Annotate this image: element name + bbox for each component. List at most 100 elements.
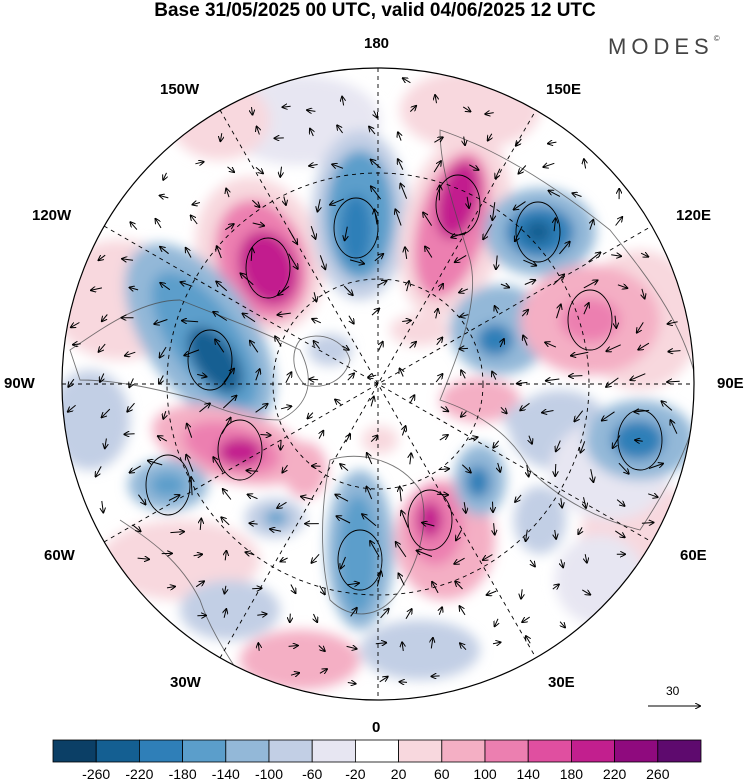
wind-arrow [312, 319, 322, 323]
wind-arrow [569, 376, 583, 377]
wind-arrow [401, 511, 409, 528]
wind-arrow [290, 673, 299, 675]
wind-arrow [492, 372, 496, 380]
wind-arrow [572, 193, 582, 196]
wind-arrow [319, 585, 325, 595]
wind-arrow [160, 346, 167, 357]
wind-arrow [615, 530, 624, 537]
wind-arrow [257, 614, 266, 615]
colorbar-swatch [657, 739, 702, 763]
wind-arrow [549, 191, 561, 197]
wind-arrow [559, 242, 569, 255]
wind-arrow [460, 315, 469, 317]
wind-arrow [554, 218, 556, 232]
wind-arrow [407, 281, 409, 292]
lon-label-90e: 90E [717, 375, 744, 392]
wind-arrow [343, 285, 353, 295]
wind-arrow [395, 209, 402, 226]
wind-arrow [342, 97, 344, 106]
wind-arrow [456, 529, 463, 541]
wind-arrow [438, 469, 449, 470]
wind-arrow [281, 439, 282, 450]
wind-arrow [222, 396, 236, 409]
wind-arrow [410, 395, 415, 404]
wind-arrow [255, 167, 263, 173]
wind-arrow [379, 342, 383, 351]
wind-arrow [461, 370, 465, 379]
colorbar-swatch [268, 739, 313, 763]
wind-arrow [617, 285, 627, 288]
wind-arrow [521, 589, 522, 598]
wind-arrow [307, 110, 316, 111]
wind-arrow [332, 164, 344, 168]
wind-arrow [251, 248, 252, 261]
wind-arrow [160, 247, 169, 255]
wind-arrow [583, 303, 589, 315]
colorbar-tick-label: -20 [345, 766, 366, 782]
wind-arrow [520, 402, 530, 410]
wind-arrow [285, 372, 292, 384]
wind-arrow [301, 497, 314, 500]
wind-arrow [668, 322, 678, 324]
wind-arrow [223, 489, 232, 500]
wind-arrow [181, 282, 193, 287]
wind-arrow [309, 165, 318, 166]
wind-arrow [102, 408, 111, 417]
wind-arrow [642, 288, 645, 299]
wind-arrow [191, 216, 198, 225]
wind-arrow [284, 196, 286, 205]
lon-label-150e: 150E [546, 81, 582, 98]
wind-arrow [516, 138, 522, 146]
wind-arrow [530, 559, 535, 566]
wind-arrow [220, 133, 221, 141]
wind-arrow [280, 406, 291, 409]
wind-arrow [275, 336, 282, 347]
wind-arrow [546, 379, 560, 381]
wind-arrow [640, 253, 648, 257]
wind-arrow [526, 529, 528, 541]
wind-arrow [460, 643, 467, 651]
wind-arrow [217, 246, 222, 259]
wind-arrow [409, 106, 416, 112]
wind-arrow [257, 127, 260, 135]
wind-arrow [130, 288, 139, 290]
wind-arrow [290, 613, 291, 623]
wind-arrow [521, 310, 528, 317]
wind-arrow [517, 382, 528, 383]
wind-arrow [216, 282, 228, 292]
wind-arrow [379, 677, 388, 683]
wind-arrow [310, 379, 319, 380]
wind-arrow [168, 495, 180, 501]
wind-arrow [227, 166, 235, 172]
wind-arrow [290, 584, 296, 594]
wind-arrow [105, 438, 107, 449]
wind-arrow [281, 558, 288, 562]
wind-arrow [432, 582, 439, 594]
wind-arrow [561, 559, 563, 567]
wind-arrow [371, 309, 379, 316]
wind-arrow [423, 213, 433, 226]
wind-arrow [129, 378, 133, 387]
wind-arrow [571, 352, 589, 355]
colorbar [52, 739, 702, 763]
modes-logo: MODES© [608, 34, 720, 60]
wind-arrow [515, 494, 522, 502]
wind-arrow [314, 613, 318, 622]
wind-arrow [226, 189, 229, 198]
wind-arrow [529, 435, 532, 444]
wind-arrow [270, 529, 282, 531]
wind-arrow [524, 280, 536, 285]
wind-arrow [488, 133, 492, 141]
wind-arrow [545, 342, 557, 348]
wind-arrow [186, 455, 194, 472]
contour-line [435, 174, 481, 236]
wind-arrow [283, 106, 291, 107]
wind-arrow [68, 404, 76, 412]
wind-arrow [191, 477, 192, 496]
wind-arrow [487, 591, 497, 595]
wind-arrow [347, 683, 356, 684]
wind-arrow [374, 110, 377, 118]
wind-arrow [282, 464, 288, 472]
wind-arrow [252, 223, 264, 226]
colorbar-swatch [484, 739, 529, 763]
